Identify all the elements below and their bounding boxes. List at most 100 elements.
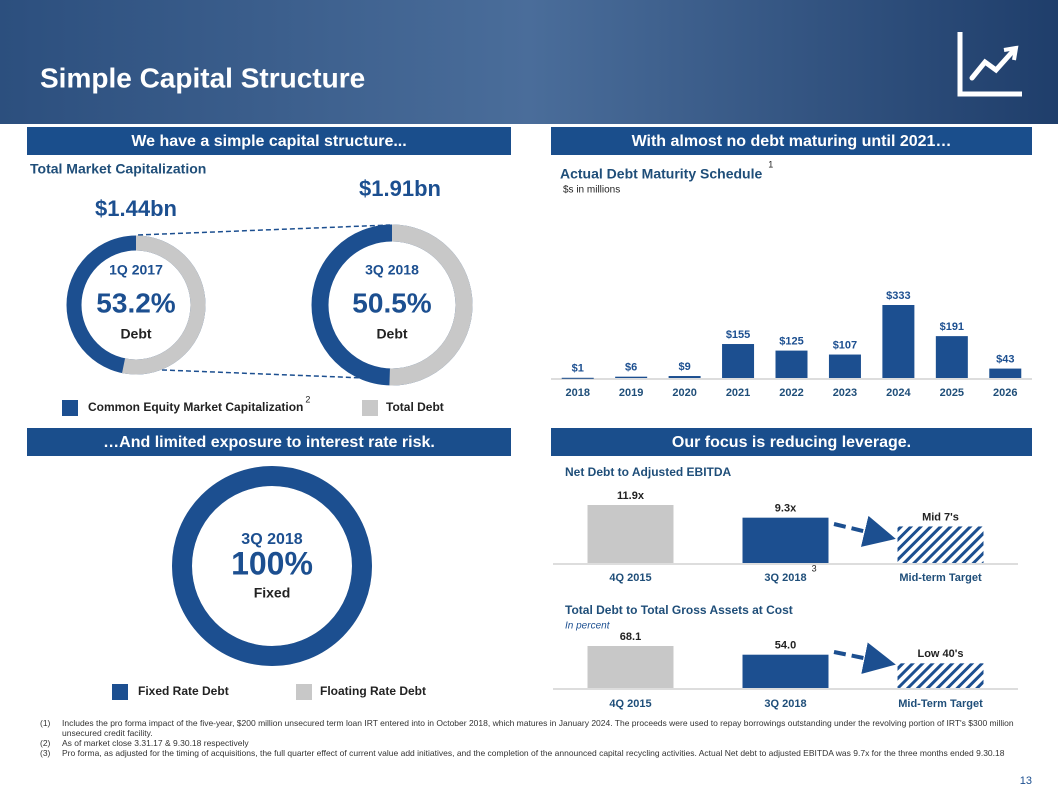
x-tick-label: 4Q 2015 [609, 572, 651, 584]
chart-title: Actual Debt Maturity Schedule [560, 166, 762, 182]
x-tick-label: 2019 [619, 387, 643, 399]
donut-period: 1Q 2017 [109, 262, 163, 278]
section-heading: …And limited exposure to interest rate r… [103, 434, 435, 451]
bar [561, 377, 594, 379]
value-label: 68.1 [620, 631, 641, 643]
legend-swatch [362, 400, 378, 416]
section-heading: With almost no debt maturing until 2021… [632, 133, 952, 150]
footnote-marker: (1) [40, 718, 51, 728]
bar [722, 344, 755, 378]
bar [897, 663, 984, 688]
value-label: $1 [572, 363, 584, 375]
section-heading-band [551, 127, 1032, 155]
footnote-marker: (3) [40, 748, 51, 758]
slide-title: Simple Capital Structure [40, 62, 365, 93]
legend-label: Common Equity Market Capitalization [88, 400, 303, 414]
chart-subtitle: In percent [565, 621, 611, 632]
x-tick-label: 3Q 2018 [764, 572, 806, 584]
x-tick-label: Mid-Term Target [898, 698, 983, 710]
bar [897, 526, 984, 563]
bar [742, 654, 829, 688]
legend-swatch [62, 400, 78, 416]
x-tick-label: Mid-term Target [899, 572, 982, 584]
donut-total: $1.44bn [95, 196, 177, 221]
value-label: Mid 7's [922, 511, 959, 523]
bar [882, 305, 915, 378]
value-label: $9 [678, 361, 690, 373]
value-label: $6 [625, 362, 637, 374]
legend-label: Fixed Rate Debt [138, 684, 229, 698]
x-tick-label: 2021 [726, 387, 750, 399]
value-label: $125 [779, 336, 803, 348]
footnotes: (1) Includes the pro forma impact of the … [40, 718, 1050, 758]
category-note: 3 [812, 563, 817, 573]
value-label: 9.3x [775, 503, 797, 515]
donut-period: 3Q 2018 [241, 531, 302, 548]
chart-icon [957, 32, 1022, 97]
chart-title: Total Debt to Total Gross Assets at Cost [565, 603, 793, 617]
legend-swatch [296, 684, 312, 700]
value-label: $155 [726, 329, 750, 341]
footnote-text: As of market close 3.31.17 & 9.30.18 res… [62, 738, 249, 748]
x-tick-label: 2022 [779, 387, 803, 399]
x-tick-label: 4Q 2015 [609, 698, 651, 710]
x-tick-label: 2018 [565, 387, 589, 399]
bar [668, 376, 701, 378]
footnote: (2) As of market close 3.31.17 & 9.30.18 … [40, 738, 1050, 748]
x-tick-label: 2024 [886, 387, 911, 399]
donut-total: $1.91bn [359, 176, 441, 201]
footnote: (3) Pro forma, as adjusted for the timing… [40, 748, 1050, 758]
footnote-text: Pro forma, as adjusted for the timing of… [62, 748, 1005, 758]
section-heading-band [27, 428, 511, 456]
x-tick-label: 2025 [940, 387, 964, 399]
chart-title: Net Debt to Adjusted EBITDA [565, 465, 732, 479]
footnote-marker: (2) [40, 738, 51, 748]
bar [587, 505, 674, 563]
x-tick-label: 2020 [672, 387, 696, 399]
section-heading-band [551, 428, 1032, 456]
value-label: 11.9x [617, 490, 645, 502]
bar [828, 354, 861, 378]
title-note: 1 [768, 159, 773, 169]
value-label: Low 40's [917, 648, 963, 660]
header-band [0, 0, 1058, 124]
value-label: $333 [886, 290, 910, 302]
donut-arc [311, 224, 473, 386]
donut-arc [66, 235, 206, 375]
footnote: (1) Includes the pro forma impact of the … [40, 718, 1050, 738]
donut-caption: Fixed [254, 585, 291, 601]
donut-arc [172, 466, 372, 666]
legend-label: Total Debt [386, 400, 444, 414]
donut-caption: Debt [120, 326, 151, 342]
donut-value: 50.5% [352, 287, 431, 318]
bar [615, 376, 648, 378]
footnote-text: Includes the pro forma impact of the fiv… [62, 718, 1014, 738]
x-tick-label: 2026 [993, 387, 1017, 399]
value-label: 54.0 [775, 640, 796, 652]
section-heading-band [27, 127, 511, 155]
section-heading: Our focus is reducing leverage. [672, 434, 911, 451]
donut-caption: Debt [376, 326, 407, 342]
x-tick-label: 3Q 2018 [764, 698, 806, 710]
connector-lines [137, 224, 391, 380]
chart-title: Total Market Capitalization [30, 161, 206, 177]
legend-note: 2 [305, 394, 310, 404]
legend-label: Floating Rate Debt [320, 684, 426, 698]
donut-value: 53.2% [96, 287, 175, 318]
bar [935, 336, 968, 378]
page-number: 13 [1020, 775, 1032, 787]
donut-value: 100% [231, 545, 313, 581]
bar [989, 368, 1022, 378]
chart-subtitle: $s in millions [563, 185, 620, 196]
donut-period: 3Q 2018 [365, 262, 419, 278]
value-label: $107 [833, 339, 857, 351]
legend-swatch [112, 684, 128, 700]
trend-arrows [833, 515, 896, 674]
bar [775, 350, 808, 378]
value-label: $191 [940, 321, 964, 333]
bar [742, 517, 829, 563]
bar [587, 646, 674, 688]
x-tick-label: 2023 [833, 387, 857, 399]
